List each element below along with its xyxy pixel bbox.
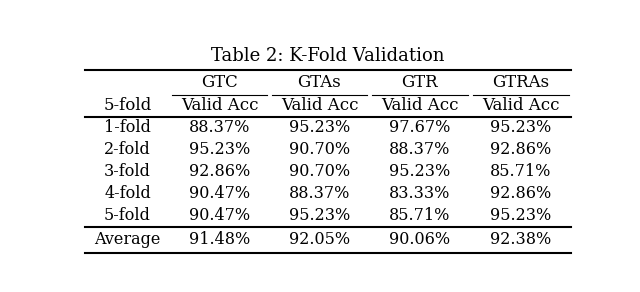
Text: 95.23%: 95.23% — [289, 207, 350, 224]
Text: 92.86%: 92.86% — [490, 141, 551, 158]
Text: Average: Average — [94, 232, 161, 248]
Text: 85.71%: 85.71% — [490, 163, 552, 180]
Text: 95.23%: 95.23% — [189, 141, 250, 158]
Text: GTC: GTC — [202, 74, 238, 91]
Text: 88.37%: 88.37% — [289, 185, 350, 202]
Text: 90.47%: 90.47% — [189, 185, 250, 202]
Text: GTR: GTR — [401, 74, 438, 91]
Text: GTRAs: GTRAs — [492, 74, 549, 91]
Text: 92.86%: 92.86% — [189, 163, 250, 180]
Text: 90.70%: 90.70% — [289, 163, 350, 180]
Text: 1-fold: 1-fold — [104, 119, 151, 136]
Text: 3-fold: 3-fold — [104, 163, 151, 180]
Text: 95.23%: 95.23% — [490, 207, 551, 224]
Text: 2-fold: 2-fold — [104, 141, 151, 158]
Text: 5-fold: 5-fold — [104, 207, 151, 224]
Text: 83.33%: 83.33% — [389, 185, 451, 202]
Text: Valid Acc: Valid Acc — [281, 97, 358, 114]
Text: 97.67%: 97.67% — [389, 119, 451, 136]
Text: 90.47%: 90.47% — [189, 207, 250, 224]
Text: GTAs: GTAs — [298, 74, 341, 91]
Text: 92.05%: 92.05% — [289, 232, 350, 248]
Text: 95.23%: 95.23% — [289, 119, 350, 136]
Text: 90.06%: 90.06% — [389, 232, 451, 248]
Text: 88.37%: 88.37% — [389, 141, 451, 158]
Text: Valid Acc: Valid Acc — [381, 97, 459, 114]
Text: Valid Acc: Valid Acc — [482, 97, 559, 114]
Text: 90.70%: 90.70% — [289, 141, 350, 158]
Text: 91.48%: 91.48% — [189, 232, 250, 248]
Text: 88.37%: 88.37% — [189, 119, 250, 136]
Text: Table 2: K-Fold Validation: Table 2: K-Fold Validation — [211, 47, 445, 65]
Text: 5-fold: 5-fold — [104, 97, 152, 114]
Text: 4-fold: 4-fold — [104, 185, 151, 202]
Text: 85.71%: 85.71% — [389, 207, 451, 224]
Text: 92.86%: 92.86% — [490, 185, 551, 202]
Text: Valid Acc: Valid Acc — [181, 97, 259, 114]
Text: 95.23%: 95.23% — [389, 163, 451, 180]
Text: 95.23%: 95.23% — [490, 119, 551, 136]
Text: 92.38%: 92.38% — [490, 232, 551, 248]
